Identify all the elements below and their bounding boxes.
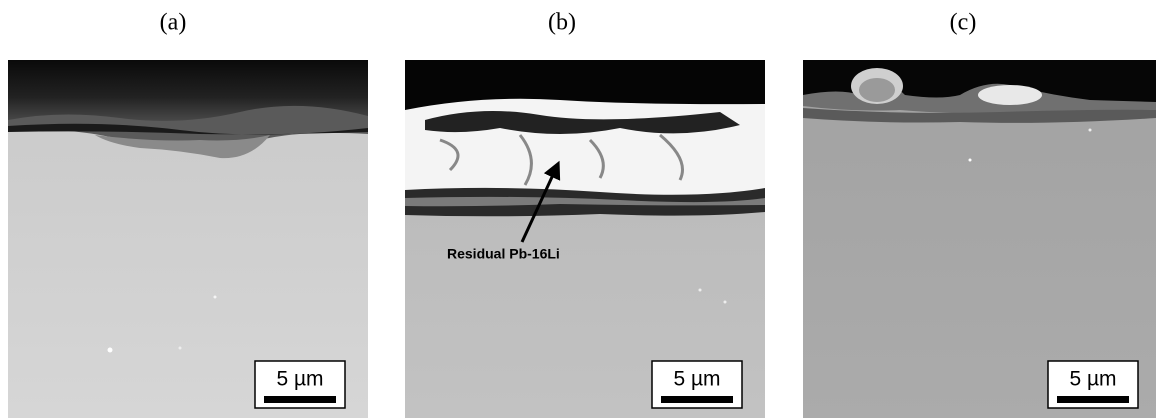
panel-label: (a) [160, 10, 187, 36]
scale-bar: 5 µm [652, 361, 742, 408]
annotation: Residual Pb-16Li [447, 246, 560, 262]
scale-label: 5 µm [276, 368, 323, 391]
panel-label: (c) [950, 10, 977, 36]
page: {"panels": [ {"label": "(a)", "scale_bar… [0, 0, 1156, 418]
scale-bar: 5 µm [255, 361, 345, 408]
scale-label: 5 µm [1069, 368, 1116, 391]
scale-bar: 5 µm [1048, 361, 1138, 408]
panel-label: (b) [548, 10, 576, 36]
figure: (a) (b) (c) Residual Pb-16Li [0, 0, 1156, 418]
scale-label: 5 µm [673, 368, 720, 391]
